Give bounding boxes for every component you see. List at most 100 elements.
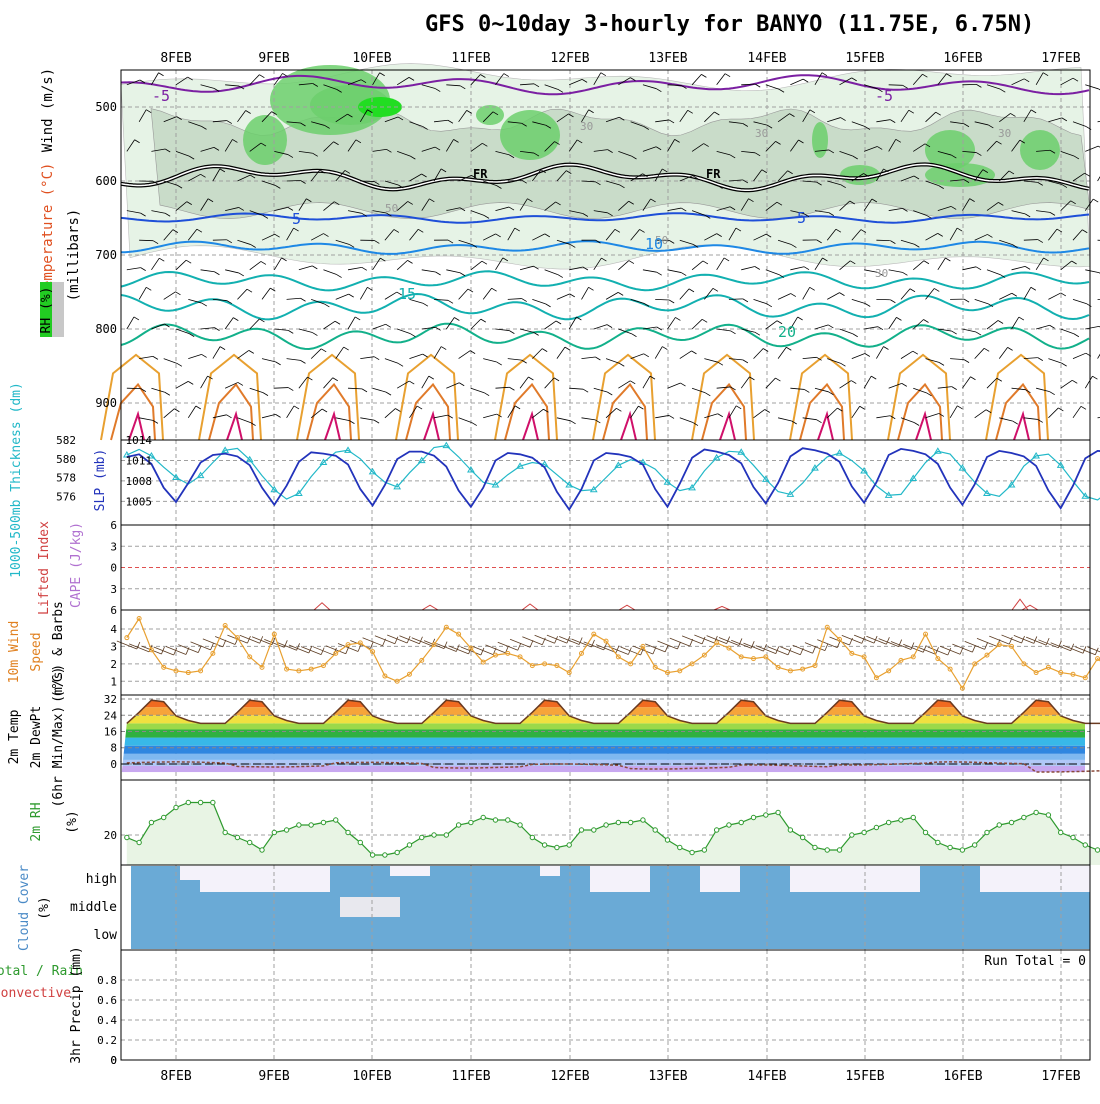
wind-barb-flag	[910, 289, 915, 292]
isotherm-35	[227, 414, 242, 440]
precip-tick-label: 0	[110, 1054, 117, 1067]
surface-wind-barb	[240, 635, 260, 643]
surface-wind-barb-flag	[948, 648, 951, 655]
wind-barb-flag	[238, 382, 243, 385]
date-label-bottom: 16FEB	[943, 1069, 982, 1084]
thickness-tick-label: 582	[56, 434, 76, 447]
wind-barb	[336, 347, 344, 359]
rh-point	[297, 823, 301, 827]
wind-barb-flag	[669, 300, 674, 303]
wind-barb	[225, 318, 233, 329]
wind-barb-flag	[1019, 317, 1024, 320]
isotherm-35	[621, 414, 636, 440]
wind-barb-flag	[324, 304, 329, 307]
wind-barb	[483, 359, 497, 362]
wind-barb	[532, 409, 543, 418]
axis-title-millibars: (millibars)	[66, 209, 82, 302]
rh-point	[1034, 810, 1038, 814]
wind-barb-flag	[828, 325, 833, 328]
wind-barb	[360, 418, 374, 420]
wind-barb	[336, 418, 350, 421]
panel-frame-wind	[121, 610, 1090, 695]
wind-barb	[274, 388, 288, 389]
wind-barb	[1012, 266, 1026, 269]
wind-barb	[422, 376, 429, 388]
wind-barb-flag	[913, 351, 918, 354]
rh-point	[739, 820, 743, 824]
wind-barb	[139, 287, 146, 299]
wind-barb	[864, 376, 871, 388]
wind-barb-flag	[570, 294, 575, 297]
wind-barb-flag	[174, 409, 179, 412]
wind-barb	[471, 388, 484, 393]
surface-wind-barb	[891, 642, 911, 650]
wind-barb-flag	[1074, 334, 1079, 337]
rh-contour-label: 30	[755, 127, 768, 140]
wind-barb	[581, 287, 588, 299]
wind-barb-flag	[964, 299, 969, 302]
wind-barb-flag	[1008, 347, 1013, 350]
surface-wind-barb-flag	[419, 637, 422, 644]
rh-point	[334, 818, 338, 822]
wind-barb	[483, 288, 491, 299]
wind-barb	[459, 289, 468, 299]
surface-wind-barb	[952, 644, 972, 652]
precip-tick-label: 0.2	[97, 1034, 117, 1047]
wind-barb	[766, 85, 779, 89]
wind-barb-flag	[767, 304, 772, 307]
wind-barb	[680, 351, 692, 359]
rh-point	[469, 820, 473, 824]
wind-barb-flag	[583, 389, 588, 392]
wind-barb	[495, 387, 509, 388]
axis-title-cloud: Cloud Cover	[17, 865, 32, 951]
wind-barb-flag	[159, 258, 164, 261]
wind-barb	[717, 74, 725, 85]
wind-barb-flag	[1012, 293, 1017, 296]
wind-barb-flag	[718, 414, 723, 417]
wind-barb-flag	[725, 74, 730, 77]
rh-point	[653, 828, 657, 832]
wind-barb-flag	[196, 406, 201, 409]
wind-barb-flag	[713, 288, 718, 291]
wind-barb-flag	[1038, 358, 1043, 361]
wind-barb	[803, 287, 810, 299]
rh-point	[825, 848, 829, 852]
wind-barb	[422, 270, 436, 272]
temp-band	[121, 729, 1085, 737]
wind-barb	[790, 267, 804, 270]
wind-barb-flag	[618, 292, 623, 295]
wind-barb-flag	[374, 357, 379, 360]
wind-barb	[778, 418, 792, 421]
wind-barb	[1036, 388, 1050, 391]
wind-barb	[508, 299, 522, 300]
temp-contour-label: -5	[152, 87, 170, 105]
wind-barb-flag	[883, 347, 888, 350]
temp-band	[121, 715, 1085, 723]
li-spike	[619, 605, 635, 610]
temp-band	[121, 754, 1085, 760]
wind-barb-flag	[276, 362, 281, 365]
wind-barb	[557, 347, 565, 358]
temp-contour-label: -5	[875, 87, 893, 105]
wind-barb-flag	[441, 347, 446, 350]
wind-barb	[975, 348, 984, 358]
wind-barb	[987, 320, 998, 329]
wind-barb-flag	[589, 287, 594, 290]
cape-tick-label: 3	[110, 583, 117, 596]
rh-point	[198, 800, 202, 804]
wind-barb	[151, 258, 159, 270]
axis-title-convective: Convective	[0, 986, 71, 1001]
date-label-bottom: 11FEB	[451, 1069, 490, 1084]
wind-barb-flag	[657, 272, 662, 275]
wind-barb	[631, 406, 639, 418]
wind-barb	[459, 351, 471, 359]
surface-wind-barb-flag	[616, 646, 619, 653]
wind-barb	[557, 294, 570, 300]
rh-point	[555, 845, 559, 849]
wind-barb-flag	[436, 272, 441, 275]
wind-barb-flag	[964, 360, 969, 363]
wind-barb-flag	[270, 288, 275, 291]
isotherm-35	[818, 414, 833, 440]
surface-wind-barb-flag	[985, 642, 988, 649]
axis-title-rh-unit: (%)	[65, 810, 80, 833]
